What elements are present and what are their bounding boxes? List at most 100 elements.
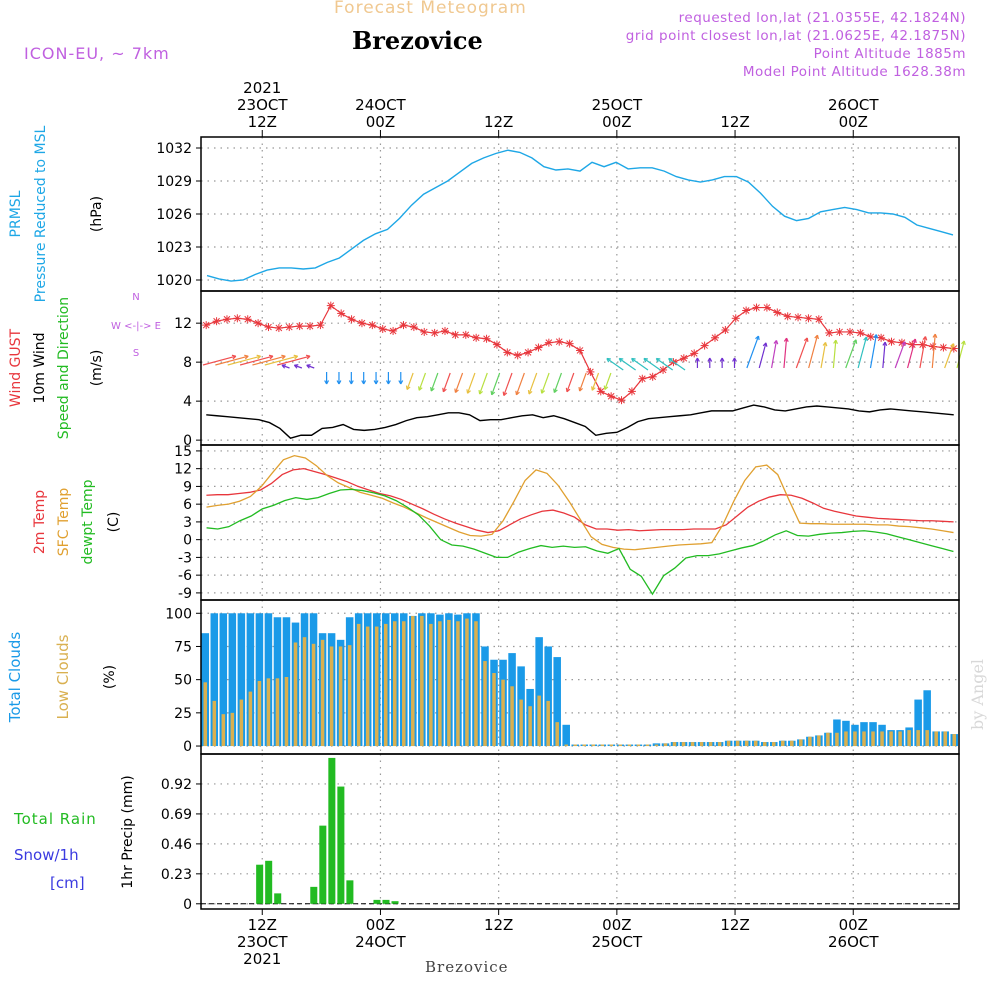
gust-marker [731, 314, 740, 323]
bar-low-clouds [618, 744, 623, 747]
gust-marker [586, 367, 595, 376]
gust-marker-d2 [690, 350, 698, 357]
grid-point-location: grid point closest lon,lat (21.0625E, 42… [625, 28, 966, 44]
bar-low-clouds [465, 618, 469, 747]
y-tick-label: -6 [178, 568, 192, 584]
gust-marker-d2 [337, 310, 345, 317]
y-tick-label: 1032 [156, 141, 192, 157]
wind-arrow-head [924, 336, 928, 341]
wind-arrow [906, 338, 916, 369]
bar-low-clouds [546, 700, 550, 747]
wind-arrow [643, 358, 661, 371]
wind-arrow [579, 372, 587, 392]
wind-arrow-head [385, 380, 389, 385]
wind-arrow-head [553, 388, 555, 393]
y-tick-label: 6 [183, 497, 192, 513]
side-label-total-clouds: Total Clouds [6, 632, 24, 724]
bar-total-rain [391, 901, 399, 904]
gust-marker [357, 319, 366, 328]
wind-arrow [466, 372, 476, 394]
wind-arrow [566, 372, 575, 392]
wind-arrow-head [696, 357, 700, 362]
gust-marker [389, 326, 398, 335]
gust-marker [804, 314, 813, 323]
bar-total-clouds [255, 613, 264, 747]
bar-total-rain [256, 864, 264, 904]
cloud-bars [201, 613, 958, 747]
y-axis-label-hpa: (hPa) [89, 196, 105, 232]
wind-arrow-head [294, 355, 299, 360]
bar-low-clouds [862, 731, 866, 747]
series-line-prmsl [206, 149, 954, 282]
bar-low-clouds [790, 740, 794, 747]
gust-marker-d2 [680, 354, 688, 362]
gust-marker [877, 333, 886, 342]
wind-arrow [655, 358, 674, 371]
y-tick-label: 15 [174, 444, 192, 460]
bar-low-clouds [338, 646, 343, 747]
gust-marker-d2 [836, 328, 843, 336]
wind-arrow-head [405, 385, 408, 390]
y-tick-label: 1026 [156, 207, 192, 223]
gust-marker [835, 327, 844, 336]
bar-low-clouds [717, 742, 722, 747]
gust-marker-d2 [701, 342, 708, 349]
wind-arrow [239, 355, 274, 366]
bar-low-clouds [943, 731, 947, 747]
bar-low-clouds [537, 695, 541, 747]
wind-arrow [479, 372, 488, 395]
wind-arrow [894, 341, 906, 369]
gust-marker-d2 [597, 388, 605, 395]
gust-marker [929, 342, 938, 351]
temperature-panel: -9 -6 -30 3 6 912 15 [174, 444, 959, 602]
bar-low-clouds [844, 731, 848, 747]
gust-marker-d2 [420, 328, 428, 336]
gust-marker-d2 [846, 328, 854, 336]
bar-low-clouds [510, 686, 514, 747]
y-tick-label: 9 [183, 479, 192, 495]
wind-arrow [618, 358, 636, 371]
gust-marker-d2 [638, 375, 646, 383]
side-label-wind-gust: Wind GUST [8, 328, 24, 407]
series-line-dewpt-temp [206, 488, 954, 596]
gust-marker-d2 [732, 314, 740, 322]
wind-arrow-head [232, 355, 237, 360]
bar-low-clouds [835, 732, 839, 747]
gust-marker-d2 [773, 309, 781, 316]
compass-west-east: W <-|-> E [111, 321, 161, 332]
wind-arrow-head [361, 380, 365, 385]
gust-marker [202, 321, 211, 330]
wind-arrow [491, 372, 501, 396]
y-tick-label: 50 [174, 673, 192, 689]
wind-arrow [541, 372, 550, 394]
gust-marker [710, 333, 719, 342]
bar-low-clouds [582, 744, 587, 747]
gust-marker-d2 [327, 302, 335, 309]
side-label-prmsl: PRMSL [8, 190, 24, 237]
gust-marker-d2 [628, 388, 636, 395]
side-label-sfc-temp: SFC Temp [56, 488, 72, 557]
wind-arrow [406, 372, 414, 390]
wind-arrow-head [603, 385, 606, 390]
wind-arrow-head [721, 357, 725, 362]
top-time-label: 23OCT [237, 96, 288, 114]
bar-low-clouds [528, 706, 532, 747]
wind-arrow-head [306, 364, 311, 366]
gust-marker-d2 [431, 329, 438, 337]
forecast-title: Forecast Meteogram [334, 0, 527, 18]
wind-arrow-head [324, 380, 328, 385]
gust-marker-d2 [940, 344, 947, 351]
gust-marker [306, 322, 315, 331]
bar-low-clouds [393, 621, 397, 747]
gust-marker-d2 [763, 304, 771, 311]
top-time-label: 24OCT [355, 96, 406, 114]
bar-low-clouds [735, 740, 740, 747]
gust-marker-d2 [898, 339, 906, 347]
gust-marker [378, 325, 387, 334]
compass-north: N [132, 292, 139, 303]
wind-arrow-head [466, 389, 469, 394]
gust-marker [742, 306, 751, 315]
wind-arrow [931, 334, 936, 369]
requested-location: requested lon,lat (21.0355E, 42.1824N) [678, 10, 966, 26]
wind-arrow [869, 334, 877, 369]
